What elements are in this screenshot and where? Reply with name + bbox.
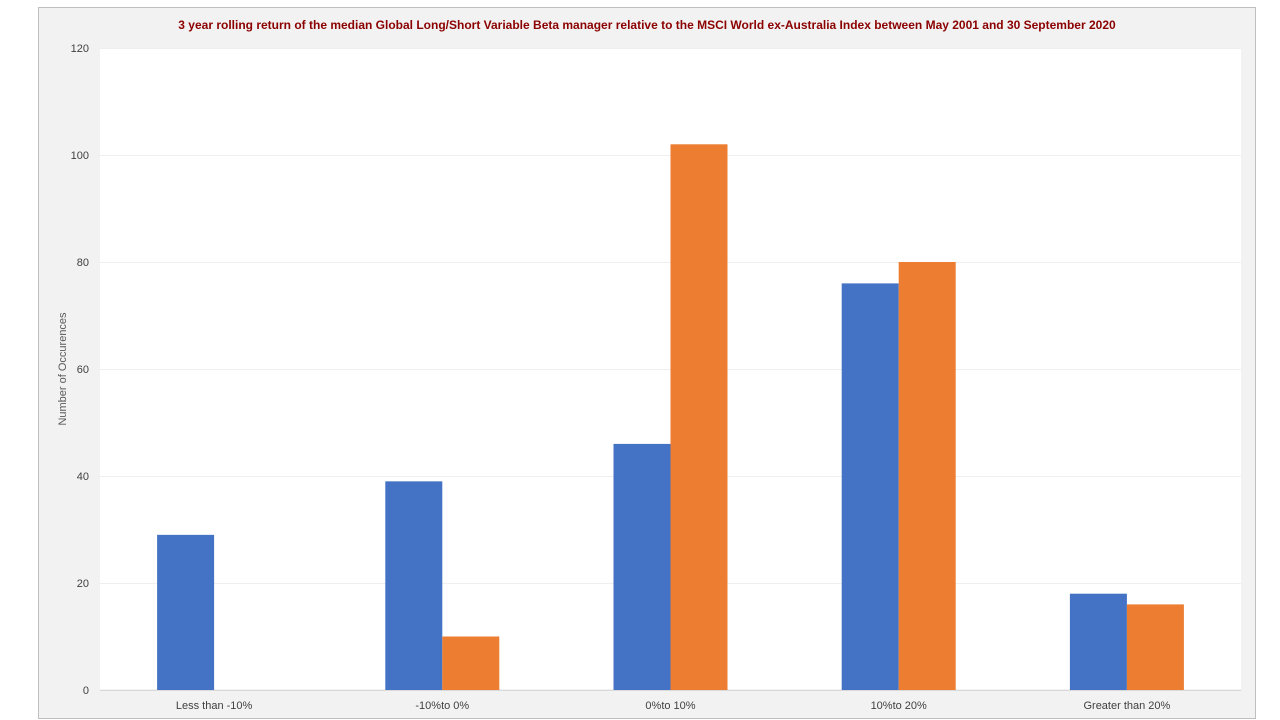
x-tick-label: Less than -10%: [176, 700, 253, 712]
bar-series-2-2: [670, 144, 728, 691]
bar-series-2-3: [898, 262, 956, 690]
y-axis-label: Number of Occurences: [57, 312, 69, 426]
y-tick-label: 60: [77, 364, 89, 376]
chart-title: 3 year rolling return of the median Glob…: [178, 18, 1116, 32]
bars: [157, 144, 1184, 691]
y-tick-label: 20: [77, 578, 89, 590]
bar-series-2-1: [442, 636, 500, 690]
x-tick-label: 10%to 20%: [871, 700, 927, 712]
y-tick-label: 0: [83, 685, 89, 697]
x-tick-labels: Less than -10% -10%to 0% 0%to 10% 10%to 20%…: [176, 700, 1171, 712]
y-tick-label: 40: [77, 471, 89, 483]
bar-series-1-2: [613, 443, 671, 690]
x-tick-label: 0%to 10%: [645, 700, 695, 712]
bar-series-1-4: [1069, 593, 1127, 690]
y-tick-label: 100: [71, 150, 89, 162]
bar-series-1-1: [385, 481, 443, 690]
y-tick-label: 120: [71, 43, 89, 55]
x-tick-label: Greater than 20%: [1083, 700, 1170, 712]
bar-series-1-3: [841, 283, 899, 690]
x-tick-label: -10%to 0%: [415, 700, 469, 712]
bar-series-1-0: [157, 534, 215, 690]
y-tick-label: 80: [77, 257, 89, 269]
bar-series-2-4: [1126, 604, 1184, 690]
y-tick-labels: 0 20 40 60 80 100 120: [71, 43, 89, 697]
